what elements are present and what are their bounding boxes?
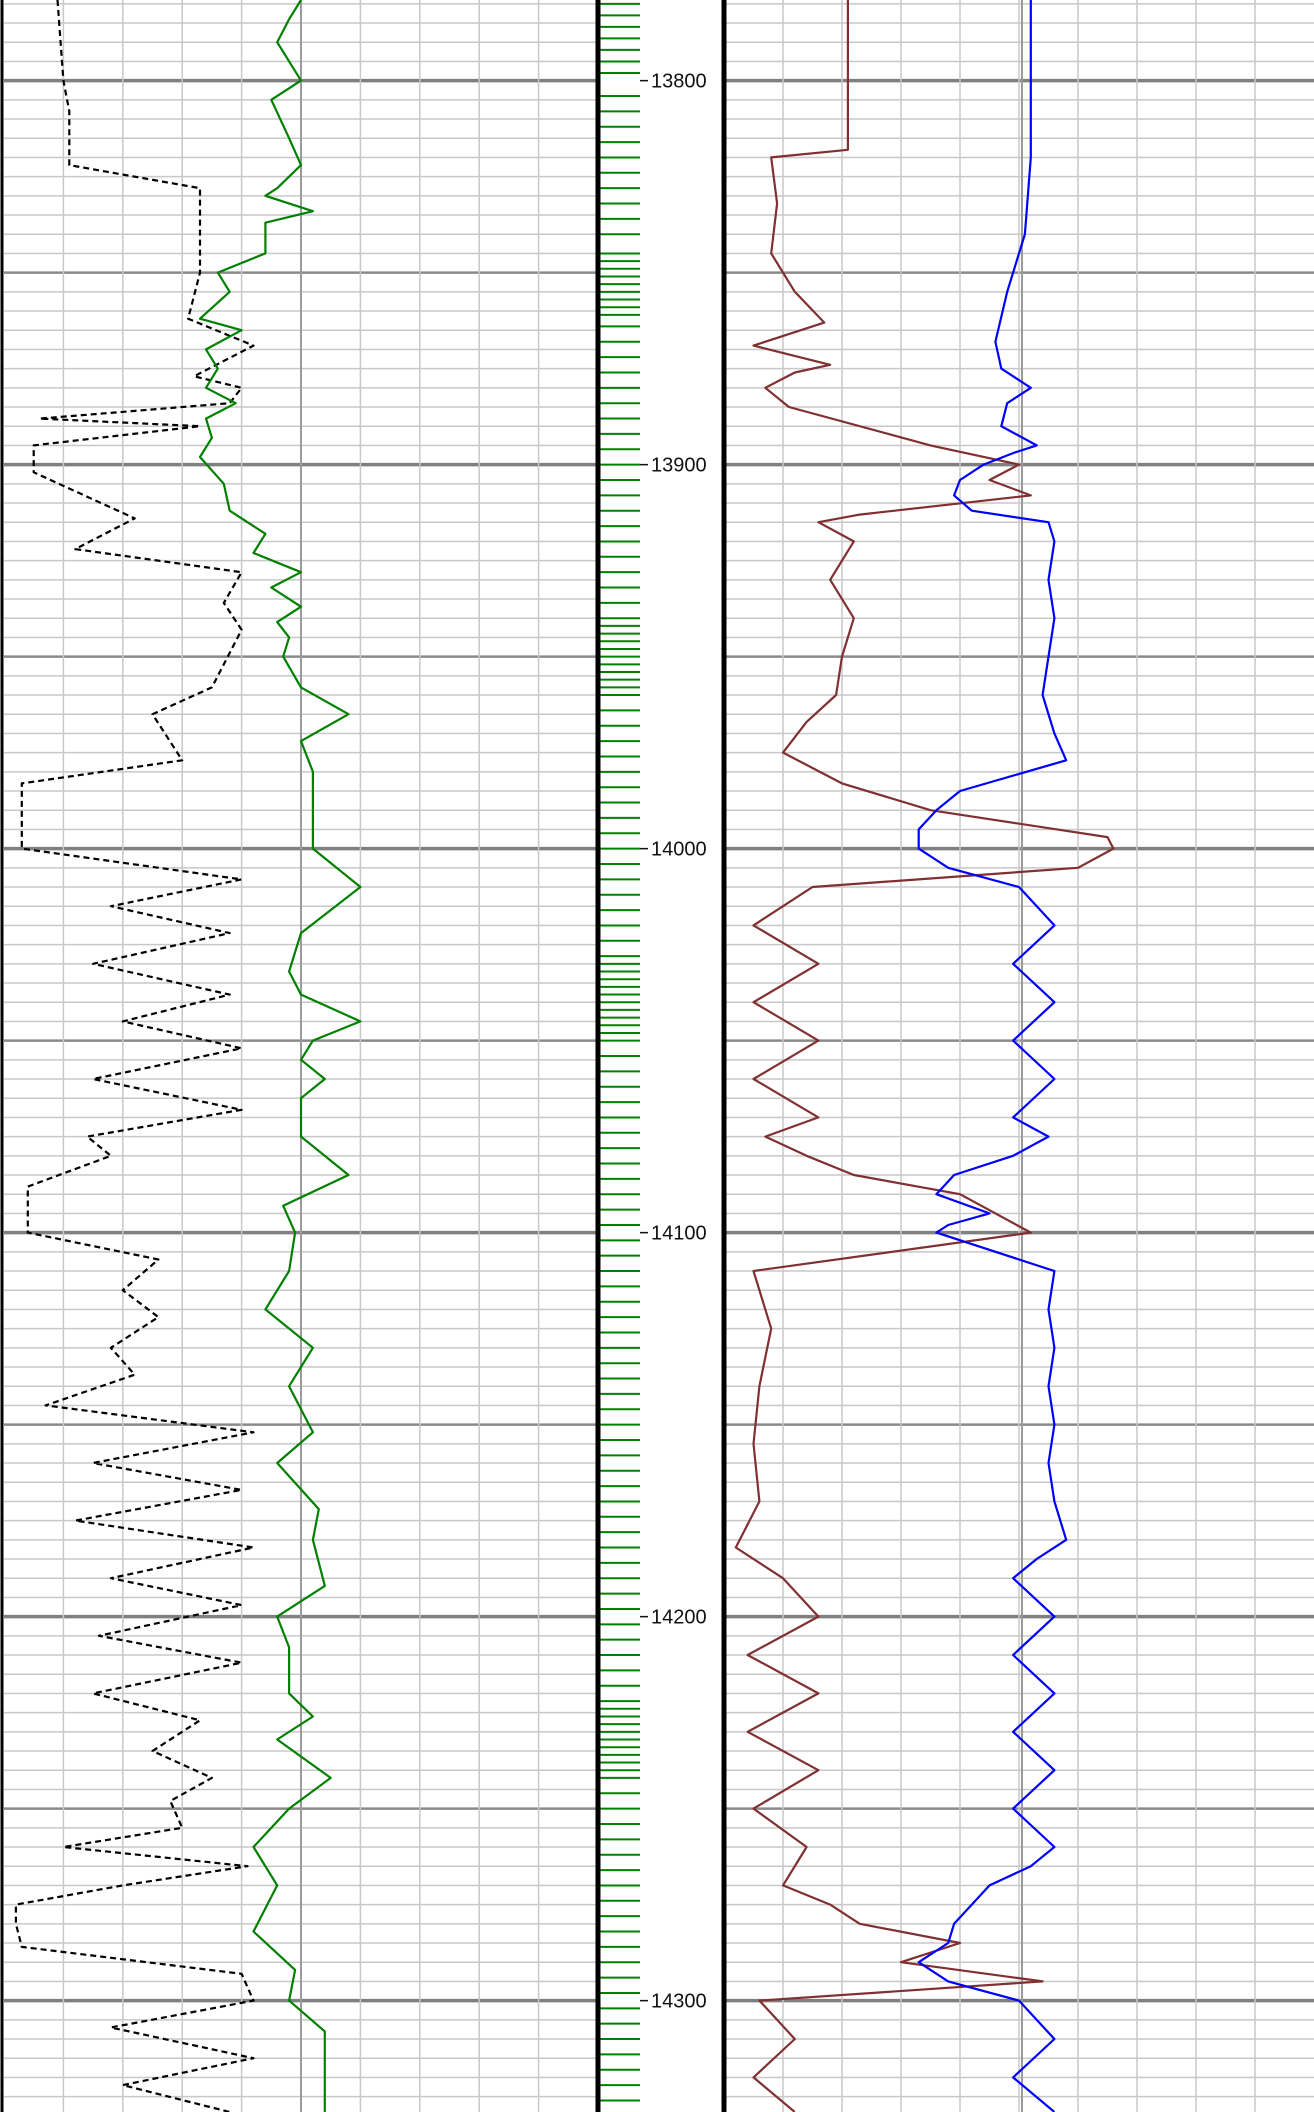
- depth-label: 13800: [651, 71, 707, 93]
- depth-label: 14200: [651, 1607, 707, 1629]
- depth-label: 14100: [651, 1223, 707, 1245]
- log-curve-3: [734, 0, 1115, 2112]
- track-borders: [0, 0, 727, 2112]
- log-curve-2: [198, 0, 362, 2112]
- log-curves: [14, 0, 1115, 2112]
- log-curve-1: [14, 0, 255, 2112]
- depth-label: 14300: [651, 1991, 707, 2013]
- depth-track: 13800 13900 14000 14100 14200 14300: [600, 2, 707, 2102]
- depth-label: 14000: [651, 839, 707, 861]
- grid: [4, 0, 1314, 2112]
- log-curve-4: [917, 0, 1068, 2112]
- depth-label: 13900: [651, 455, 707, 477]
